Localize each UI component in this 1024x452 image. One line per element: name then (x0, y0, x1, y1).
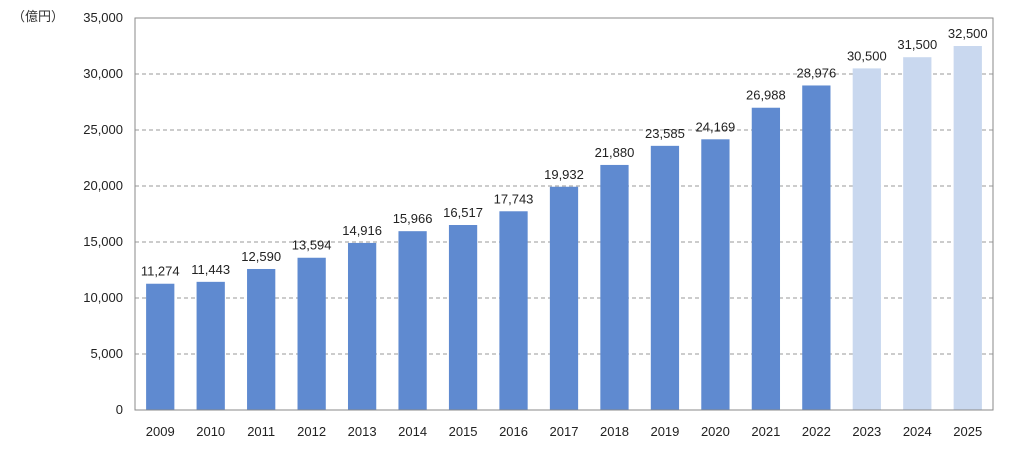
data-label: 24,169 (696, 119, 736, 134)
bar (347, 242, 377, 410)
data-label: 13,594 (292, 238, 332, 253)
data-label: 11,274 (141, 264, 180, 279)
data-label: 15,966 (393, 211, 433, 226)
bar (701, 139, 730, 411)
axes: 0 5,000 10,000 15,000 20,000 25,000 30,000 35,0… (83, 10, 994, 439)
data-label: 32,500 (948, 26, 988, 41)
x-tick-label: 2009 (146, 424, 175, 439)
x-tick-label: 2020 (701, 424, 730, 439)
x-tick-label: 2018 (600, 424, 629, 439)
bar (600, 164, 629, 410)
x-tick-label: 2014 (398, 424, 427, 439)
x-tick-label: 2019 (650, 424, 679, 439)
data-label: 30,500 (847, 48, 887, 63)
bar (650, 145, 680, 410)
data-label: 14,916 (342, 223, 382, 238)
bar (802, 85, 831, 410)
bar (549, 186, 579, 410)
data-label: 21,880 (595, 145, 635, 160)
data-label: 11,443 (191, 262, 230, 277)
x-tick-label: 2015 (449, 424, 478, 439)
bar (297, 257, 326, 410)
x-tick-label: 2025 (953, 424, 982, 439)
data-label: 31,500 (897, 37, 937, 52)
data-label: 16,517 (443, 205, 483, 220)
bar (398, 231, 427, 410)
bar (146, 283, 175, 410)
y-tick-label: 35,000 (83, 10, 123, 25)
bars (146, 46, 982, 411)
forecast-bar (953, 46, 982, 410)
x-tick-label: 2012 (297, 424, 326, 439)
y-tick-label: 25,000 (83, 122, 123, 137)
x-tick-label: 2016 (499, 424, 528, 439)
forecast-bar (852, 68, 881, 411)
data-label: 12,590 (241, 249, 281, 264)
bar (751, 107, 781, 410)
data-label: 23,585 (645, 126, 685, 141)
x-tick-label: 2024 (903, 424, 932, 439)
x-tick-label: 2022 (802, 424, 831, 439)
y-tick-label: 5,000 (90, 346, 123, 361)
x-tick-label: 2017 (550, 424, 579, 439)
x-tick-label: 2013 (348, 424, 377, 439)
y-tick-label: 0 (116, 402, 123, 417)
bar (499, 211, 528, 410)
bar (196, 281, 225, 410)
data-label: 26,988 (746, 88, 786, 103)
y-tick-label: 10,000 (83, 290, 123, 305)
data-label: 17,743 (494, 191, 534, 206)
bar (247, 268, 276, 410)
x-tick-label: 2023 (852, 424, 881, 439)
x-tick-label: 2010 (196, 424, 225, 439)
x-tick-label: 2011 (247, 424, 275, 439)
bar (448, 225, 478, 410)
y-tick-label: 30,000 (83, 66, 123, 81)
data-labels: 11,274 11,443 12,590 13,594 14,916 15,966 16,5… (141, 26, 988, 279)
y-tick-label: 15,000 (83, 234, 123, 249)
y-axis-unit-label: （億円） (12, 9, 65, 24)
plot-frame (134, 17, 994, 411)
y-tick-label: 20,000 (83, 178, 123, 193)
forecast-bar (903, 57, 932, 410)
data-label: 19,932 (544, 167, 584, 182)
data-label: 28,976 (796, 65, 836, 80)
x-tick-label: 2021 (751, 424, 780, 439)
